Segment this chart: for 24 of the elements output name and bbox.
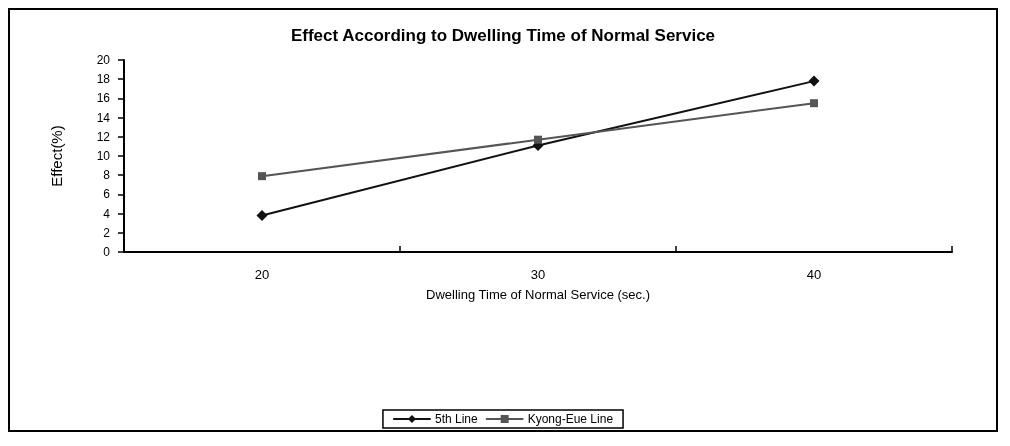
y-tick-label: 14 — [96, 110, 111, 125]
y-axis-title: Effect(%) — [48, 125, 65, 187]
y-tick-label: 6 — [103, 187, 111, 202]
y-tick-label: 4 — [103, 206, 111, 221]
y-tick-label: 18 — [96, 72, 111, 87]
legend-label: Kyong-Eue Line — [527, 412, 614, 426]
y-tick-label: 10 — [96, 149, 111, 163]
x-tick-label: 40 — [806, 267, 822, 282]
y-tick-label: 16 — [96, 91, 111, 106]
y-tick-label: 12 — [96, 129, 111, 144]
point — [256, 210, 268, 222]
y-tick-label: 2 — [103, 225, 111, 240]
legend-label: 5th Line — [434, 412, 478, 426]
x-axis-title: Dwelling Time of Normal Service (sec.) — [426, 287, 650, 302]
point — [258, 172, 266, 181]
y-tick-label: 20 — [96, 53, 111, 67]
y-tick-label: 0 — [103, 245, 111, 259]
point — [808, 75, 820, 87]
point — [534, 135, 542, 144]
y-tick-label: 8 — [103, 168, 111, 183]
point — [810, 99, 818, 108]
x-tick-label: 30 — [530, 267, 546, 282]
chart-title: Effect According to Dwelling Time of Normal Service — [290, 26, 716, 45]
x-tick-label: 20 — [254, 267, 270, 282]
